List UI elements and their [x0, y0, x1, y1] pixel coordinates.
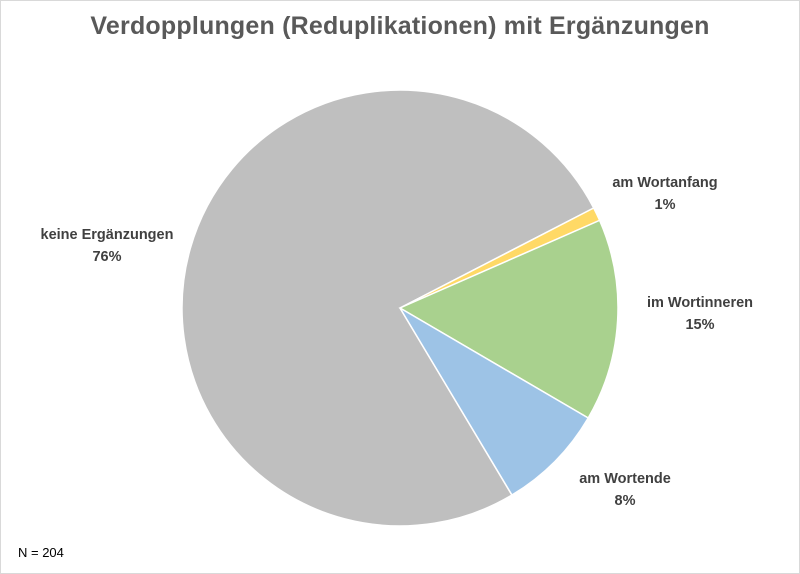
slice-percent: 76%: [92, 249, 122, 265]
label-am-wortende: am Wortende 8%: [550, 468, 700, 512]
slice-percent: 15%: [685, 317, 715, 333]
pie-slice: [181, 89, 595, 527]
slice-label: im Wortinneren: [646, 295, 754, 311]
slice-label: am Wortanfang: [612, 175, 718, 191]
pie-slice: [398, 219, 619, 420]
pie-slice: [399, 307, 590, 497]
slice-label: am Wortende: [579, 471, 671, 487]
label-im-wortinneren: im Wortinneren 15%: [620, 292, 780, 336]
sample-size-note: N = 204: [18, 545, 64, 560]
slice-percent: 1%: [654, 197, 676, 213]
slice-percent: 8%: [614, 493, 636, 509]
label-am-wortanfang: am Wortanfang 1%: [590, 172, 740, 216]
chart-title: Verdopplungen (Reduplikationen) mit Ergä…: [90, 12, 710, 40]
label-keine-ergaenzungen: keine Ergänzungen 76%: [22, 224, 192, 268]
slice-label: keine Ergänzungen: [40, 227, 174, 243]
